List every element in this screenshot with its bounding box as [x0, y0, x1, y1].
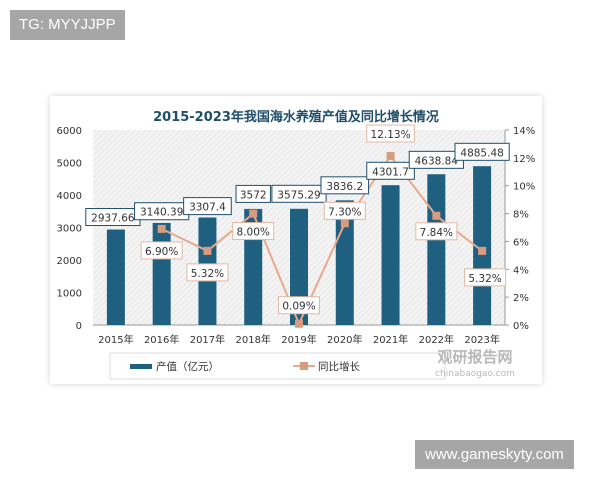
y-left-tick-label: 2000	[57, 256, 82, 267]
bar-data-label: 4301.7	[372, 166, 409, 178]
x-tick-label: 2015年	[98, 333, 133, 346]
bar-data-label: 3572	[240, 189, 267, 201]
y-right-tick-label: 10%	[513, 182, 535, 193]
x-tick-label: 2020年	[327, 333, 362, 346]
growth-point	[478, 246, 487, 255]
bar-data-label: 4638.84	[415, 155, 459, 167]
line-data-label-box	[464, 268, 507, 287]
growth-point	[386, 152, 395, 161]
growth-point	[203, 246, 212, 255]
y-right-tick-label: 8%	[513, 210, 529, 221]
line-data-label: 0.09%	[282, 301, 315, 313]
line-data-label-box	[186, 263, 229, 282]
bar-data-label: 3307.4	[189, 202, 226, 214]
growth-point	[432, 211, 441, 220]
bar	[427, 174, 446, 325]
bar-data-label: 3140.39	[140, 207, 183, 219]
bar-data-label-box	[366, 161, 415, 180]
bar-data-label-box	[183, 197, 232, 216]
bar-data-label-box	[454, 142, 510, 161]
bar	[106, 229, 125, 325]
y-right-tick-label: 2%	[513, 293, 529, 304]
y-left-tick-label: 5000	[57, 159, 82, 170]
growth-point	[295, 319, 303, 328]
legend-bar-label: 产值（亿元）	[156, 360, 219, 373]
legend-bar-swatch	[130, 364, 152, 369]
y-left-tick-label: 3000	[57, 224, 82, 235]
line-data-label: 6.90%	[145, 246, 178, 258]
legend	[109, 352, 446, 380]
growth-line	[161, 154, 483, 327]
bar-data-label-box	[320, 176, 370, 195]
y-left-tick-label: 4000	[57, 191, 82, 202]
chart-logo-url-watermark: chinabaogao.com	[435, 369, 515, 379]
line-data-label: 7.84%	[420, 227, 453, 239]
y-left-tick-label: 6000	[57, 126, 82, 137]
x-tick-label: 2016年	[144, 333, 179, 346]
line-data-label-box	[415, 222, 458, 241]
watermark-tg: TG: MYYJJPP	[10, 10, 125, 40]
x-tick-label: 2022年	[419, 333, 454, 346]
line-data-label-box	[366, 124, 415, 143]
bar-data-label-box	[235, 184, 271, 203]
chart-logo-watermark: 观研报告网	[437, 348, 512, 366]
legend-line-label: 同比增长	[318, 360, 360, 373]
legend-line-marker	[300, 362, 308, 370]
growth-point	[249, 209, 258, 218]
x-tick-label: 2019年	[281, 333, 316, 346]
y-right-tick-label: 4%	[513, 265, 529, 276]
growth-point	[340, 219, 349, 228]
bar-data-label: 2937.66	[91, 213, 135, 225]
line-data-label: 5.32%	[468, 273, 501, 285]
bar	[381, 185, 400, 325]
watermark-site: www.gameskyty.com	[415, 440, 574, 469]
bar-data-label: 3575.29	[277, 189, 320, 201]
bar	[152, 222, 171, 325]
bar-data-label: 3836.2	[326, 181, 363, 193]
x-tick-label: 2021年	[373, 333, 408, 346]
chart-card: 2015-2023年我国海水养殖产值及同比增长情况 0 1000 2000 3000 4…	[50, 96, 542, 384]
chart-title: 2015-2023年我国海水养殖产值及同比增长情况	[153, 109, 439, 125]
line-data-label: 5.32%	[191, 268, 224, 280]
y-right-tick-label: 6%	[513, 237, 529, 248]
line-data-label-box	[140, 241, 183, 260]
y-right-tick-label: 12%	[513, 154, 535, 165]
bar-data-label: 4885.48	[460, 147, 503, 159]
bar	[290, 208, 308, 325]
line-data-label-box	[232, 222, 275, 241]
line-data-label-box	[278, 296, 320, 315]
line-data-label: 8.00%	[237, 227, 270, 239]
x-tick-label: 2018年	[235, 333, 270, 346]
x-tick-label: 2017年	[190, 333, 225, 346]
line-data-label: 7.30%	[328, 206, 361, 218]
y-right-tick-label: 0%	[513, 321, 529, 332]
y-right-tick-label: 14%	[513, 126, 535, 137]
growth-point	[157, 224, 166, 233]
x-tick-label: 2023年	[464, 333, 499, 346]
line-data-label: 12.13%	[371, 129, 411, 141]
y-left-tick-label: 0	[76, 321, 82, 332]
y-left-tick-label: 1000	[57, 289, 82, 300]
chart: 2015-2023年我国海水养殖产值及同比增长情况 0 1000 2000 3000 4…	[57, 109, 535, 380]
line-data-label-box	[323, 201, 366, 220]
